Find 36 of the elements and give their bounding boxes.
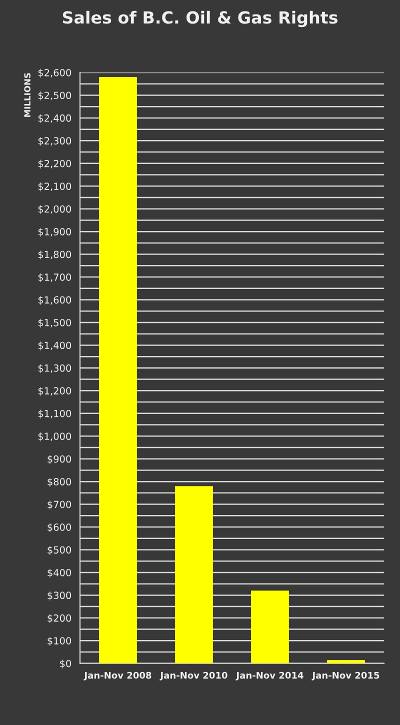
y-tick-label: $1,100 <box>38 410 72 419</box>
y-tick-label: $400 <box>48 568 72 578</box>
y-tick-label: $800 <box>48 478 72 487</box>
y-tick-label: $1,300 <box>38 364 72 374</box>
y-tick-label: $500 <box>48 546 72 555</box>
y-tick-label: $200 <box>48 614 72 624</box>
bar <box>251 590 289 664</box>
bar <box>175 486 213 664</box>
x-tick-label: Jan-Nov 2014 <box>236 672 304 680</box>
y-tick-label: $2,000 <box>38 205 72 214</box>
y-tick-label: $1,700 <box>38 273 72 282</box>
y-tick-label: $1,500 <box>38 318 72 328</box>
x-tick-label: Jan-Nov 2010 <box>160 672 228 680</box>
x-tick-label: Jan-Nov 2015 <box>312 672 380 680</box>
y-tick-label: $100 <box>48 636 72 646</box>
y-tick-label: $2,600 <box>38 68 72 78</box>
y-tick-label: $1,600 <box>38 296 72 305</box>
bar <box>99 77 137 664</box>
y-tick-label: $1,200 <box>38 386 72 396</box>
y-axis-title: MILLIONS <box>24 73 30 117</box>
y-tick-label: $1,800 <box>38 250 72 260</box>
y-tick-label: $0 <box>60 660 72 668</box>
y-tick-label: $2,400 <box>38 114 72 124</box>
y-tick-label: $2,300 <box>38 136 72 146</box>
y-tick-label: $1,900 <box>38 228 72 237</box>
chart-title: Sales of B.C. Oil & Gas Rights <box>62 10 338 28</box>
y-tick-label: $1,400 <box>38 342 72 350</box>
y-tick-label: $2,200 <box>38 160 72 169</box>
y-tick-label: $2,100 <box>38 182 72 192</box>
x-tick-label: Jan-Nov 2008 <box>84 672 152 680</box>
y-tick-label: $300 <box>48 592 72 600</box>
y-tick-label: $1,000 <box>38 432 72 442</box>
y-tick-label: $900 <box>48 455 72 464</box>
y-tick-label: $2,500 <box>38 92 72 100</box>
y-tick-label: $600 <box>48 523 72 532</box>
y-tick-label: $700 <box>48 500 72 510</box>
